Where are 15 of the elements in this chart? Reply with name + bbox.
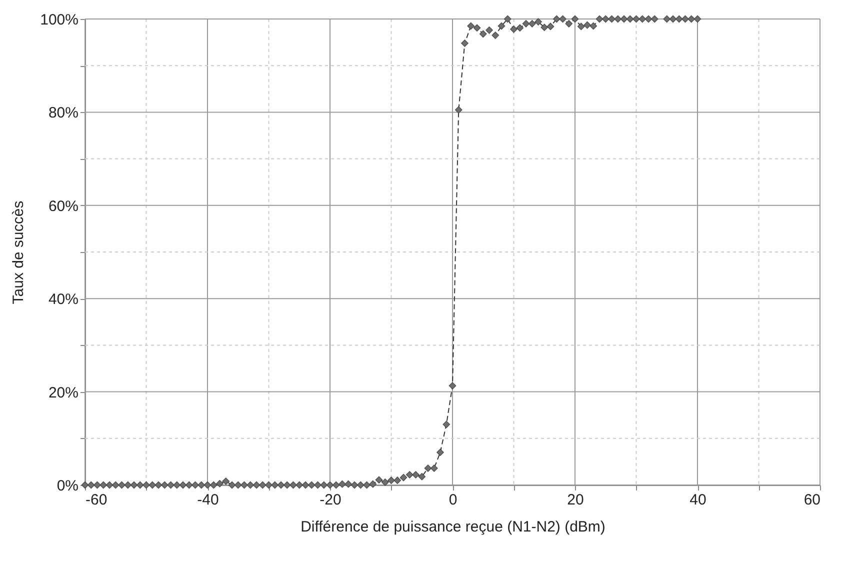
x-axis-title: Différence de puissance reçue (N1-N2) (dBm) (300, 518, 606, 536)
y-tick-label: 0% (56, 478, 78, 494)
y-tick-label: 80% (48, 104, 78, 122)
y-axis-title: Taux de succès (10, 200, 28, 304)
x-tick-label: -60 (86, 492, 108, 508)
x-tick-label: 0 (448, 492, 458, 508)
x-tick-label: -20 (320, 492, 342, 508)
x-tick-label: 40 (690, 492, 706, 508)
y-tick-label: 40% (48, 291, 78, 308)
y-tick-label: 20% (48, 384, 78, 402)
y-tick-label: 100% (40, 12, 78, 28)
y-tick-label: 60% (48, 198, 78, 215)
x-tick-label: 20 (567, 492, 584, 508)
x-tick-label: -40 (197, 492, 219, 508)
x-tick-label: 60 (804, 492, 820, 508)
